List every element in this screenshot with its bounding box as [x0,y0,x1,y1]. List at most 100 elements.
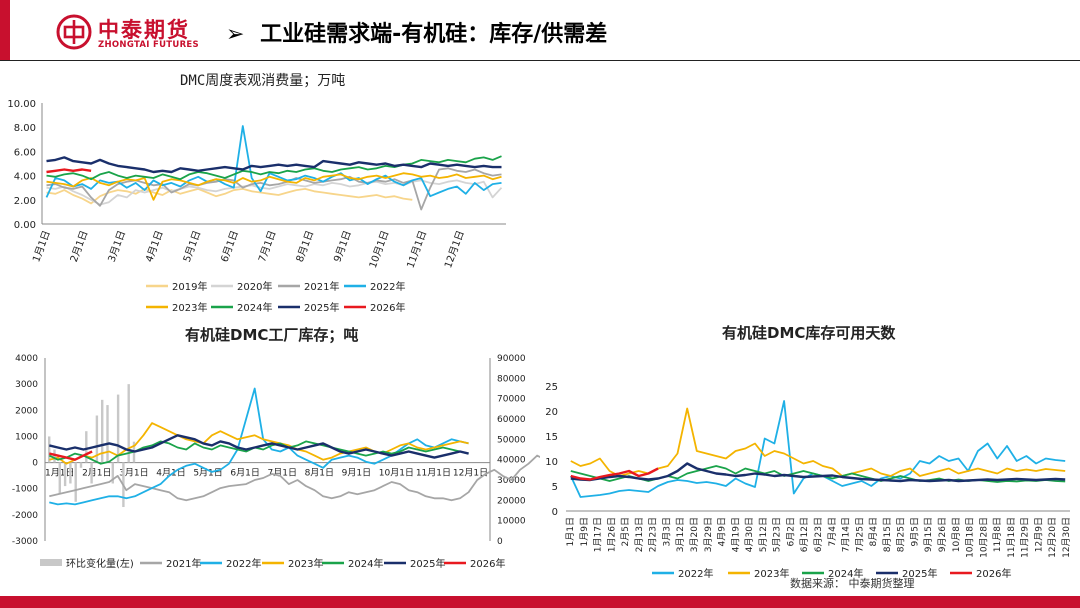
x-tick-label: 9月15日 [923,517,934,552]
title-marker-icon: ➢ [226,22,245,47]
legend-item-label: 2025年 [304,301,339,314]
x-tick-label: 12月1日 [453,468,488,479]
x-tick-label: 8月15日 [882,517,893,552]
x-tick-label: 4月9日 [717,517,728,546]
left-tick-label: 1000 [15,432,38,442]
legend-item-label: 2023年 [172,301,207,314]
series-line-2025年 [46,156,502,174]
legend-item-label: 2020年 [237,280,272,293]
legend-item-swatch [40,559,62,566]
left-tick-label: 4000 [15,354,38,364]
bar-change [90,462,93,484]
y-tick-label: 10 [545,457,558,468]
y-tick-label: 6.00 [14,147,36,158]
legend-item-label: 2026年 [470,557,505,570]
x-tick-label: 3月12日 [675,517,686,552]
y-tick-label: 15 [545,432,558,443]
series-line-2021年 [46,167,502,211]
x-tick-label: 1月1日 [30,229,52,264]
y-tick-label: 10.00 [7,99,36,110]
x-tick-label: 6月1日 [230,468,259,479]
x-tick-label: 7月14日 [841,517,852,552]
x-tick-label: 1月26日 [606,517,617,552]
x-tick-label: 1月17日 [593,517,604,552]
series-line-2026年 [570,467,659,481]
x-tick-label: 8月4日 [868,517,879,546]
y-tick-label: 2.00 [14,196,36,207]
brand-accent-bar [0,0,10,60]
legend-item-label: 2025年 [902,567,937,580]
x-tick-label: 9月1日 [342,468,371,479]
bar-change [106,405,109,463]
x-tick-label: 5月23日 [772,517,783,552]
x-tick-label: 10月8日 [951,517,962,552]
legend-item-label: 2025年 [410,557,445,570]
x-tick-label: 11月8日 [992,517,1003,552]
right-tick-label: 60000 [497,415,526,425]
x-tick-label: 6月2日 [785,517,796,546]
x-tick-label: 7月1日 [268,468,297,479]
series-line-2022年 [45,125,502,198]
right-tick-label: 10000 [497,517,526,527]
y-tick-label: 5 [552,482,558,493]
bar-change [116,394,120,463]
legend-item-label: 2022年 [678,567,713,580]
left-tick-label: 2000 [15,406,38,416]
days-chart: 0 5 10 15 20 25 1月1日 1月9日 1月17日 1月26日 2月5日 2月13日 2月2… [545,382,1072,580]
x-tick-label: 8月25日 [896,517,907,552]
inventory-chart: -3000-2000-10000100020003000400001000020… [12,354,540,570]
bar-change [63,462,67,487]
consumption-chart: 0.00 2.00 4.00 6.00 8.00 10.00 1月1日 2月1日 3月1日 4月1… [7,99,506,314]
y-tick-label: 20 [545,407,558,418]
x-tick-label: 12月20日 [1047,517,1058,558]
right-tick-label: 40000 [497,456,526,466]
x-tick-label: 8月1日 [305,468,334,479]
left-tick-label: 0 [32,459,38,469]
right-tick-label: 0 [497,537,503,547]
x-tick-label: 3月3日 [661,517,672,546]
x-tick-label: 3月20日 [689,517,700,552]
x-tick-label: 11月18日 [1006,517,1017,558]
brand-logo-icon [56,14,92,50]
x-tick-label: 12月30日 [1061,517,1072,558]
consumption-chart-title: DMC周度表观消费量；万吨 [180,73,346,89]
x-tick-label: 12月9日 [1033,517,1044,552]
x-tick-label: 4月1日 [143,229,165,264]
series-line-2024年 [46,155,502,181]
brand-name-en: ZHONGTAI FUTURES [98,40,199,50]
legend-item-label: 2024年 [348,557,383,570]
y-tick-label: 25 [545,382,558,393]
x-tick-label: 11月29日 [1020,517,1031,558]
y-tick-label: 0.00 [14,220,36,231]
x-tick-label: 11月1日 [405,229,430,270]
legend-item-label: 2026年 [976,567,1011,580]
right-tick-label: 80000 [497,374,526,384]
series-line-2022年 [569,400,1066,498]
y-tick-label: 0 [552,507,558,518]
bar-change [74,462,77,502]
bar-change [127,384,130,463]
x-tick-label: 10月18日 [965,517,976,558]
right-tick-label: 20000 [497,496,526,506]
left-tick-label: -1000 [12,485,38,495]
legend-item-label: 2024年 [237,301,272,314]
data-source-note: 数据来源： 中泰期货整理 [790,577,915,590]
legend-item-label: 环比变化量(左) [66,557,134,570]
left-tick-label: -2000 [12,511,38,521]
x-tick-label: 6月1日 [219,229,241,264]
x-tick-label: 4月19日 [730,517,741,552]
x-tick-label: 2月13日 [634,517,645,552]
left-tick-label: 3000 [15,380,38,390]
legend-item-label: 2021年 [166,557,201,570]
x-tick-label: 7月4日 [827,517,838,546]
page-title: ➢ 工业硅需求端-有机硅：库存/供需差 [226,16,607,48]
series-line-2024年 [48,440,469,465]
legend-item-label: 2023年 [288,557,323,570]
x-tick-label: 2月23日 [648,517,659,552]
bar-change [79,462,83,468]
brand-name-cn: 中泰期货 [98,18,190,42]
days-chart-title: 有机硅DMC库存可用天数 [722,324,896,342]
series-line-2026年 [46,168,92,174]
series-line-2019年 [46,188,413,205]
bar-change [95,415,99,463]
